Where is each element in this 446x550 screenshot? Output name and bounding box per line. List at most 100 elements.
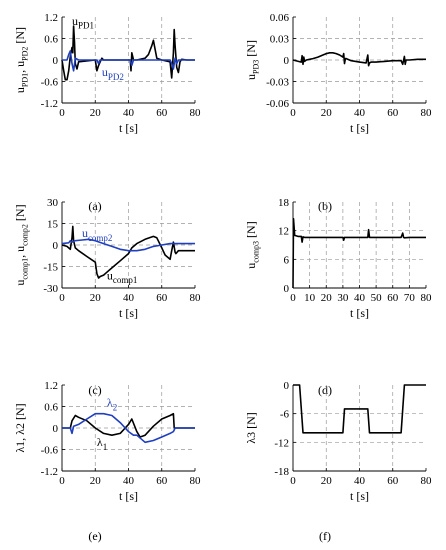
x-tick-label: 20 [321, 292, 333, 304]
y-tick-label: -6 [280, 409, 290, 421]
x-axis-label: t [s] [350, 121, 369, 135]
x-tick-label: 60 [387, 475, 399, 487]
chart-panel-c: 0 20 40 60 80 30 15 0 -15 -30 t [s] ucomp1, ucomp2 … [13, 197, 201, 397]
x-tick-label: 80 [421, 292, 433, 304]
y-tick-label: 30 [47, 197, 59, 209]
y-tick-label: -0.6 [41, 77, 59, 89]
x-tick-label: 60 [156, 292, 168, 304]
y-tick-label: -1.2 [41, 98, 58, 110]
y-tick-label: -12 [274, 437, 289, 449]
x-tick-label: 60 [156, 475, 168, 487]
chart-panel-e: 0 20 40 60 80 1.2 0.6 0 -0.6 -1.2 t [s] λ1, λ2 [N] λ… [13, 380, 201, 543]
x-tick-label: 40 [123, 475, 135, 487]
series-line-λ1 [62, 412, 195, 438]
x-tick-label: 80 [190, 475, 202, 487]
x-tick-label: 30 [337, 292, 349, 304]
series-line-u_PD2 [62, 50, 195, 72]
chart-panel-b: 0 20 40 60 80 0.06 0.03 0 -0.03 -0.06 t [s] uPD3 [N… [244, 12, 432, 213]
x-axis-label: t [s] [350, 489, 369, 503]
series-line-λ2 [62, 412, 195, 444]
y-tick-label: -0.6 [41, 445, 59, 457]
x-tick-label: 20 [90, 292, 102, 304]
y-tick-label: -0.06 [266, 98, 289, 110]
x-tick-label: 80 [190, 107, 202, 119]
x-tick-label: 80 [421, 475, 433, 487]
x-tick-label: 0 [290, 292, 296, 304]
x-tick-label: 40 [123, 107, 135, 119]
x-tick-label: 0 [59, 475, 65, 487]
x-tick-label: 20 [90, 107, 102, 119]
panel-caption: (b) [318, 199, 332, 213]
x-tick-label: 0 [290, 107, 296, 119]
y-axis-label: uPD1, uPD2 [N] [13, 27, 30, 93]
series-line-u_comp1 [61, 225, 195, 279]
panel-caption: (f) [319, 529, 331, 543]
x-tick-label: 20 [90, 475, 102, 487]
y-tick-label: 18 [278, 197, 290, 209]
x-tick-label: 80 [421, 107, 433, 119]
x-axis-label: t [s] [119, 121, 138, 135]
y-tick-label: -18 [274, 466, 289, 478]
x-tick-label: 10 [304, 292, 316, 304]
panel-caption: (d) [318, 383, 332, 397]
panel-caption: (c) [88, 383, 101, 397]
x-tick-label: 50 [371, 292, 383, 304]
y-axis-label: ucomp3 [N] [244, 221, 261, 268]
y-axis-label: λ3 [N] [244, 412, 258, 443]
series-annotation: uPD1 [72, 14, 94, 31]
series-annotation: λ1 [97, 435, 107, 452]
x-tick-label: 60 [156, 107, 168, 119]
series-line-u_comp3 [292, 217, 426, 289]
y-axis-label: ucomp1, ucomp2 [N] [13, 204, 30, 285]
series-annotation: uPD2 [102, 65, 124, 82]
y-tick-label: 0.6 [44, 34, 58, 46]
y-tick-label: 0 [284, 283, 290, 295]
y-tick-label: 1.2 [44, 380, 58, 392]
y-tick-label: -30 [43, 283, 58, 295]
x-axis-label: t [s] [350, 306, 369, 320]
x-tick-label: 40 [123, 292, 135, 304]
panel-caption: (e) [88, 529, 101, 543]
x-tick-label: 20 [321, 107, 333, 119]
chart-panel-f: 0 20 40 60 80 0 -6 -12 -18 t [s] λ3 [N] (f) [244, 380, 432, 543]
series-line-u_PD3 [292, 52, 426, 67]
series-annotation: ucomp2 [82, 226, 113, 243]
series-line-λ3 [293, 384, 426, 434]
x-tick-label: 0 [59, 107, 65, 119]
x-axis-label: t [s] [119, 489, 138, 503]
x-tick-label: 70 [404, 292, 416, 304]
y-axis-label: uPD3 [N] [244, 40, 261, 80]
x-tick-label: 60 [387, 107, 399, 119]
x-tick-label: 40 [354, 292, 366, 304]
y-tick-label: 15 [47, 219, 59, 231]
chart-panel-a: 0 20 40 60 80 1.2 0.6 0 -0.6 -1.2 t [s] uPD1, uPD2 … [13, 12, 201, 213]
x-axis-label: t [s] [119, 306, 138, 320]
y-tick-label: 0 [53, 55, 59, 67]
y-tick-label: -0.03 [266, 77, 289, 89]
y-tick-label: 0.03 [270, 34, 290, 46]
y-tick-label: 0.06 [270, 12, 290, 24]
y-tick-label: 0 [53, 423, 59, 435]
y-tick-label: 12 [278, 226, 289, 238]
x-tick-label: 60 [387, 292, 399, 304]
y-tick-label: 6 [284, 254, 290, 266]
x-tick-label: 0 [59, 292, 65, 304]
x-tick-label: 0 [290, 475, 296, 487]
y-tick-label: 0 [284, 55, 290, 67]
x-tick-label: 40 [354, 475, 366, 487]
y-axis-label: λ1, λ2 [N] [13, 403, 27, 452]
x-tick-label: 80 [190, 292, 202, 304]
y-tick-label: 0 [53, 240, 59, 252]
series-annotation: λ2 [107, 396, 117, 413]
y-tick-label: 0 [284, 380, 290, 392]
x-tick-label: 20 [321, 475, 333, 487]
series-line-u_comp2 [61, 238, 195, 252]
series-annotation: ucomp1 [107, 268, 138, 285]
y-tick-label: 0.6 [44, 402, 58, 414]
x-tick-label: 40 [354, 107, 366, 119]
y-tick-label: -1.2 [41, 466, 58, 478]
y-tick-label: -15 [43, 262, 58, 274]
y-tick-label: 1.2 [44, 12, 58, 24]
